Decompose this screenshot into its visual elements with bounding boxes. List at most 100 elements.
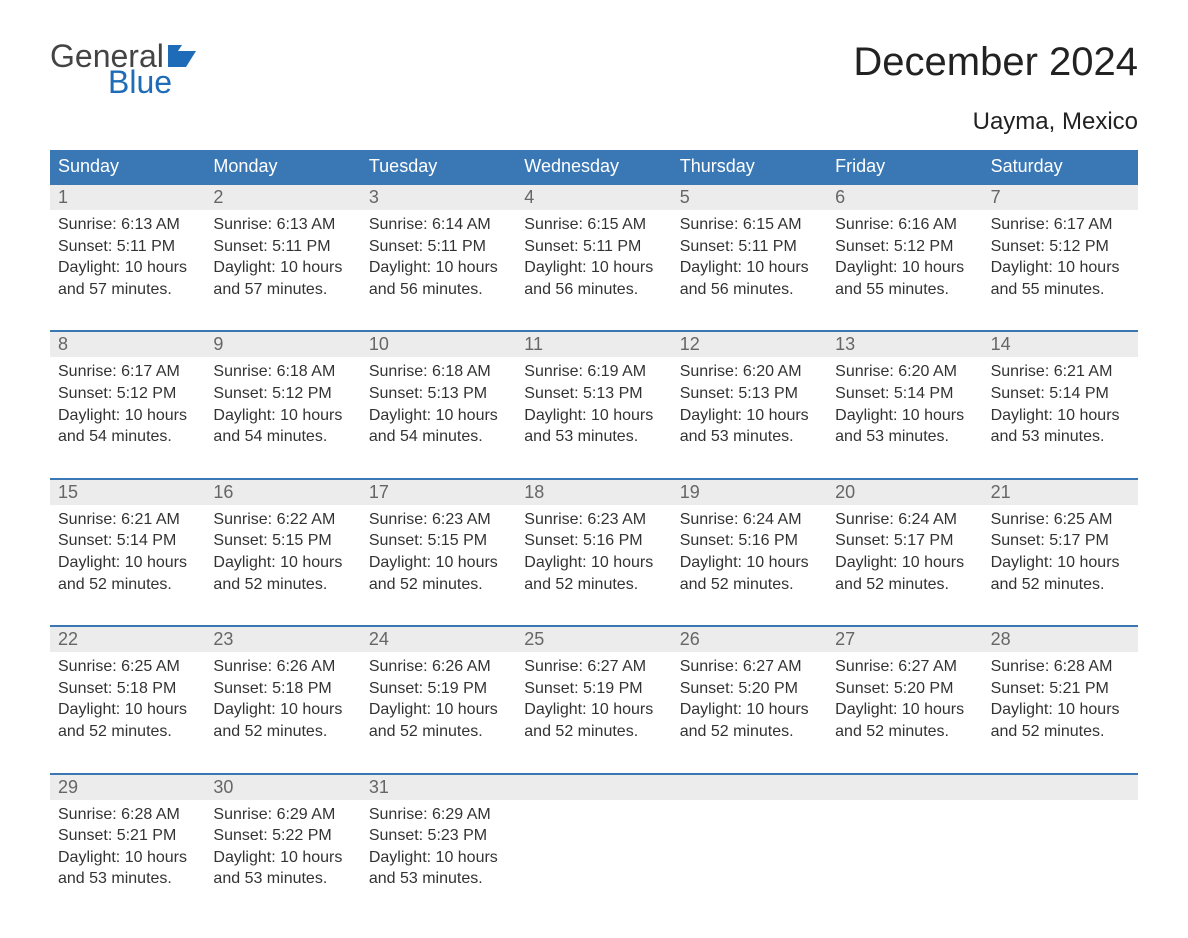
sunrise-text: Sunrise: 6:17 AM — [58, 361, 197, 383]
day-number: 12 — [672, 332, 827, 357]
daylight-text: Daylight: 10 hours and 57 minutes. — [213, 257, 352, 300]
day-number: 6 — [827, 185, 982, 210]
calendar-week: 22232425262728Sunrise: 6:25 AMSunset: 5:… — [50, 625, 1138, 750]
day-cell: Sunrise: 6:29 AMSunset: 5:22 PMDaylight:… — [205, 800, 360, 898]
day-cell: Sunrise: 6:24 AMSunset: 5:16 PMDaylight:… — [672, 505, 827, 603]
day-number — [516, 775, 671, 800]
day-number: 23 — [205, 627, 360, 652]
daylight-text: Daylight: 10 hours and 52 minutes. — [213, 699, 352, 742]
day-cell — [516, 800, 671, 898]
weekday-label: Friday — [827, 150, 982, 183]
sunrise-text: Sunrise: 6:15 AM — [680, 214, 819, 236]
sunrise-text: Sunrise: 6:26 AM — [369, 656, 508, 678]
day-cell: Sunrise: 6:20 AMSunset: 5:14 PMDaylight:… — [827, 357, 982, 455]
day-cell: Sunrise: 6:26 AMSunset: 5:18 PMDaylight:… — [205, 652, 360, 750]
sunrise-text: Sunrise: 6:27 AM — [680, 656, 819, 678]
sunrise-text: Sunrise: 6:25 AM — [58, 656, 197, 678]
day-number — [672, 775, 827, 800]
sunset-text: Sunset: 5:16 PM — [524, 530, 663, 552]
calendar-week: 293031 Sunrise: 6:28 AMSunset: 5:21 PMDay… — [50, 773, 1138, 898]
sunrise-text: Sunrise: 6:19 AM — [524, 361, 663, 383]
weekday-header: SundayMondayTuesdayWednesdayThursdayFrid… — [50, 150, 1138, 183]
day-number: 19 — [672, 480, 827, 505]
sunrise-text: Sunrise: 6:18 AM — [369, 361, 508, 383]
day-cell — [827, 800, 982, 898]
page-title: December 2024 — [853, 40, 1138, 85]
day-number: 29 — [50, 775, 205, 800]
day-cell: Sunrise: 6:22 AMSunset: 5:15 PMDaylight:… — [205, 505, 360, 603]
day-cell: Sunrise: 6:29 AMSunset: 5:23 PMDaylight:… — [361, 800, 516, 898]
sunset-text: Sunset: 5:13 PM — [680, 383, 819, 405]
sunset-text: Sunset: 5:21 PM — [58, 825, 197, 847]
day-cell: Sunrise: 6:13 AMSunset: 5:11 PMDaylight:… — [205, 210, 360, 308]
daylight-text: Daylight: 10 hours and 52 minutes. — [835, 552, 974, 595]
logo: General Blue — [50, 40, 202, 98]
sunrise-text: Sunrise: 6:14 AM — [369, 214, 508, 236]
day-number-row: 15161718192021 — [50, 480, 1138, 505]
sunset-text: Sunset: 5:18 PM — [213, 678, 352, 700]
sunrise-text: Sunrise: 6:21 AM — [58, 509, 197, 531]
day-number: 31 — [361, 775, 516, 800]
weekday-label: Thursday — [672, 150, 827, 183]
day-number: 22 — [50, 627, 205, 652]
day-cell: Sunrise: 6:25 AMSunset: 5:18 PMDaylight:… — [50, 652, 205, 750]
daylight-text: Daylight: 10 hours and 52 minutes. — [213, 552, 352, 595]
daylight-text: Daylight: 10 hours and 52 minutes. — [524, 699, 663, 742]
day-cell: Sunrise: 6:27 AMSunset: 5:20 PMDaylight:… — [672, 652, 827, 750]
sunset-text: Sunset: 5:11 PM — [58, 236, 197, 258]
day-number: 4 — [516, 185, 671, 210]
sunset-text: Sunset: 5:16 PM — [680, 530, 819, 552]
daylight-text: Daylight: 10 hours and 52 minutes. — [524, 552, 663, 595]
daylight-text: Daylight: 10 hours and 53 minutes. — [524, 405, 663, 448]
daylight-text: Daylight: 10 hours and 52 minutes. — [835, 699, 974, 742]
day-number: 21 — [983, 480, 1138, 505]
sunset-text: Sunset: 5:14 PM — [58, 530, 197, 552]
daylight-text: Daylight: 10 hours and 52 minutes. — [58, 699, 197, 742]
sunset-text: Sunset: 5:21 PM — [991, 678, 1130, 700]
daylight-text: Daylight: 10 hours and 56 minutes. — [680, 257, 819, 300]
daylight-text: Daylight: 10 hours and 56 minutes. — [369, 257, 508, 300]
sunset-text: Sunset: 5:12 PM — [991, 236, 1130, 258]
sunrise-text: Sunrise: 6:28 AM — [991, 656, 1130, 678]
daylight-text: Daylight: 10 hours and 53 minutes. — [213, 847, 352, 890]
weekday-label: Monday — [205, 150, 360, 183]
day-number: 15 — [50, 480, 205, 505]
sunrise-text: Sunrise: 6:20 AM — [680, 361, 819, 383]
day-number-row: 891011121314 — [50, 332, 1138, 357]
sunrise-text: Sunrise: 6:29 AM — [213, 804, 352, 826]
day-number: 16 — [205, 480, 360, 505]
sunrise-text: Sunrise: 6:27 AM — [835, 656, 974, 678]
sunset-text: Sunset: 5:15 PM — [213, 530, 352, 552]
sunrise-text: Sunrise: 6:25 AM — [991, 509, 1130, 531]
sunset-text: Sunset: 5:15 PM — [369, 530, 508, 552]
day-number: 3 — [361, 185, 516, 210]
sunrise-text: Sunrise: 6:27 AM — [524, 656, 663, 678]
day-number: 20 — [827, 480, 982, 505]
day-number: 10 — [361, 332, 516, 357]
sunset-text: Sunset: 5:11 PM — [524, 236, 663, 258]
day-cell: Sunrise: 6:19 AMSunset: 5:13 PMDaylight:… — [516, 357, 671, 455]
sunrise-text: Sunrise: 6:26 AM — [213, 656, 352, 678]
day-cell: Sunrise: 6:26 AMSunset: 5:19 PMDaylight:… — [361, 652, 516, 750]
day-cell: Sunrise: 6:18 AMSunset: 5:12 PMDaylight:… — [205, 357, 360, 455]
daylight-text: Daylight: 10 hours and 52 minutes. — [991, 699, 1130, 742]
day-cell: Sunrise: 6:25 AMSunset: 5:17 PMDaylight:… — [983, 505, 1138, 603]
weekday-label: Saturday — [983, 150, 1138, 183]
day-cell: Sunrise: 6:24 AMSunset: 5:17 PMDaylight:… — [827, 505, 982, 603]
day-cell: Sunrise: 6:20 AMSunset: 5:13 PMDaylight:… — [672, 357, 827, 455]
sunset-text: Sunset: 5:19 PM — [524, 678, 663, 700]
day-cell: Sunrise: 6:27 AMSunset: 5:19 PMDaylight:… — [516, 652, 671, 750]
sunset-text: Sunset: 5:23 PM — [369, 825, 508, 847]
sunrise-text: Sunrise: 6:23 AM — [369, 509, 508, 531]
day-number: 24 — [361, 627, 516, 652]
day-number: 30 — [205, 775, 360, 800]
sunrise-text: Sunrise: 6:13 AM — [58, 214, 197, 236]
weekday-label: Tuesday — [361, 150, 516, 183]
weekday-label: Sunday — [50, 150, 205, 183]
day-number: 1 — [50, 185, 205, 210]
sunrise-text: Sunrise: 6:23 AM — [524, 509, 663, 531]
location-label: Uayma, Mexico — [50, 108, 1138, 136]
daylight-text: Daylight: 10 hours and 53 minutes. — [835, 405, 974, 448]
day-cell: Sunrise: 6:28 AMSunset: 5:21 PMDaylight:… — [50, 800, 205, 898]
daylight-text: Daylight: 10 hours and 52 minutes. — [680, 699, 819, 742]
